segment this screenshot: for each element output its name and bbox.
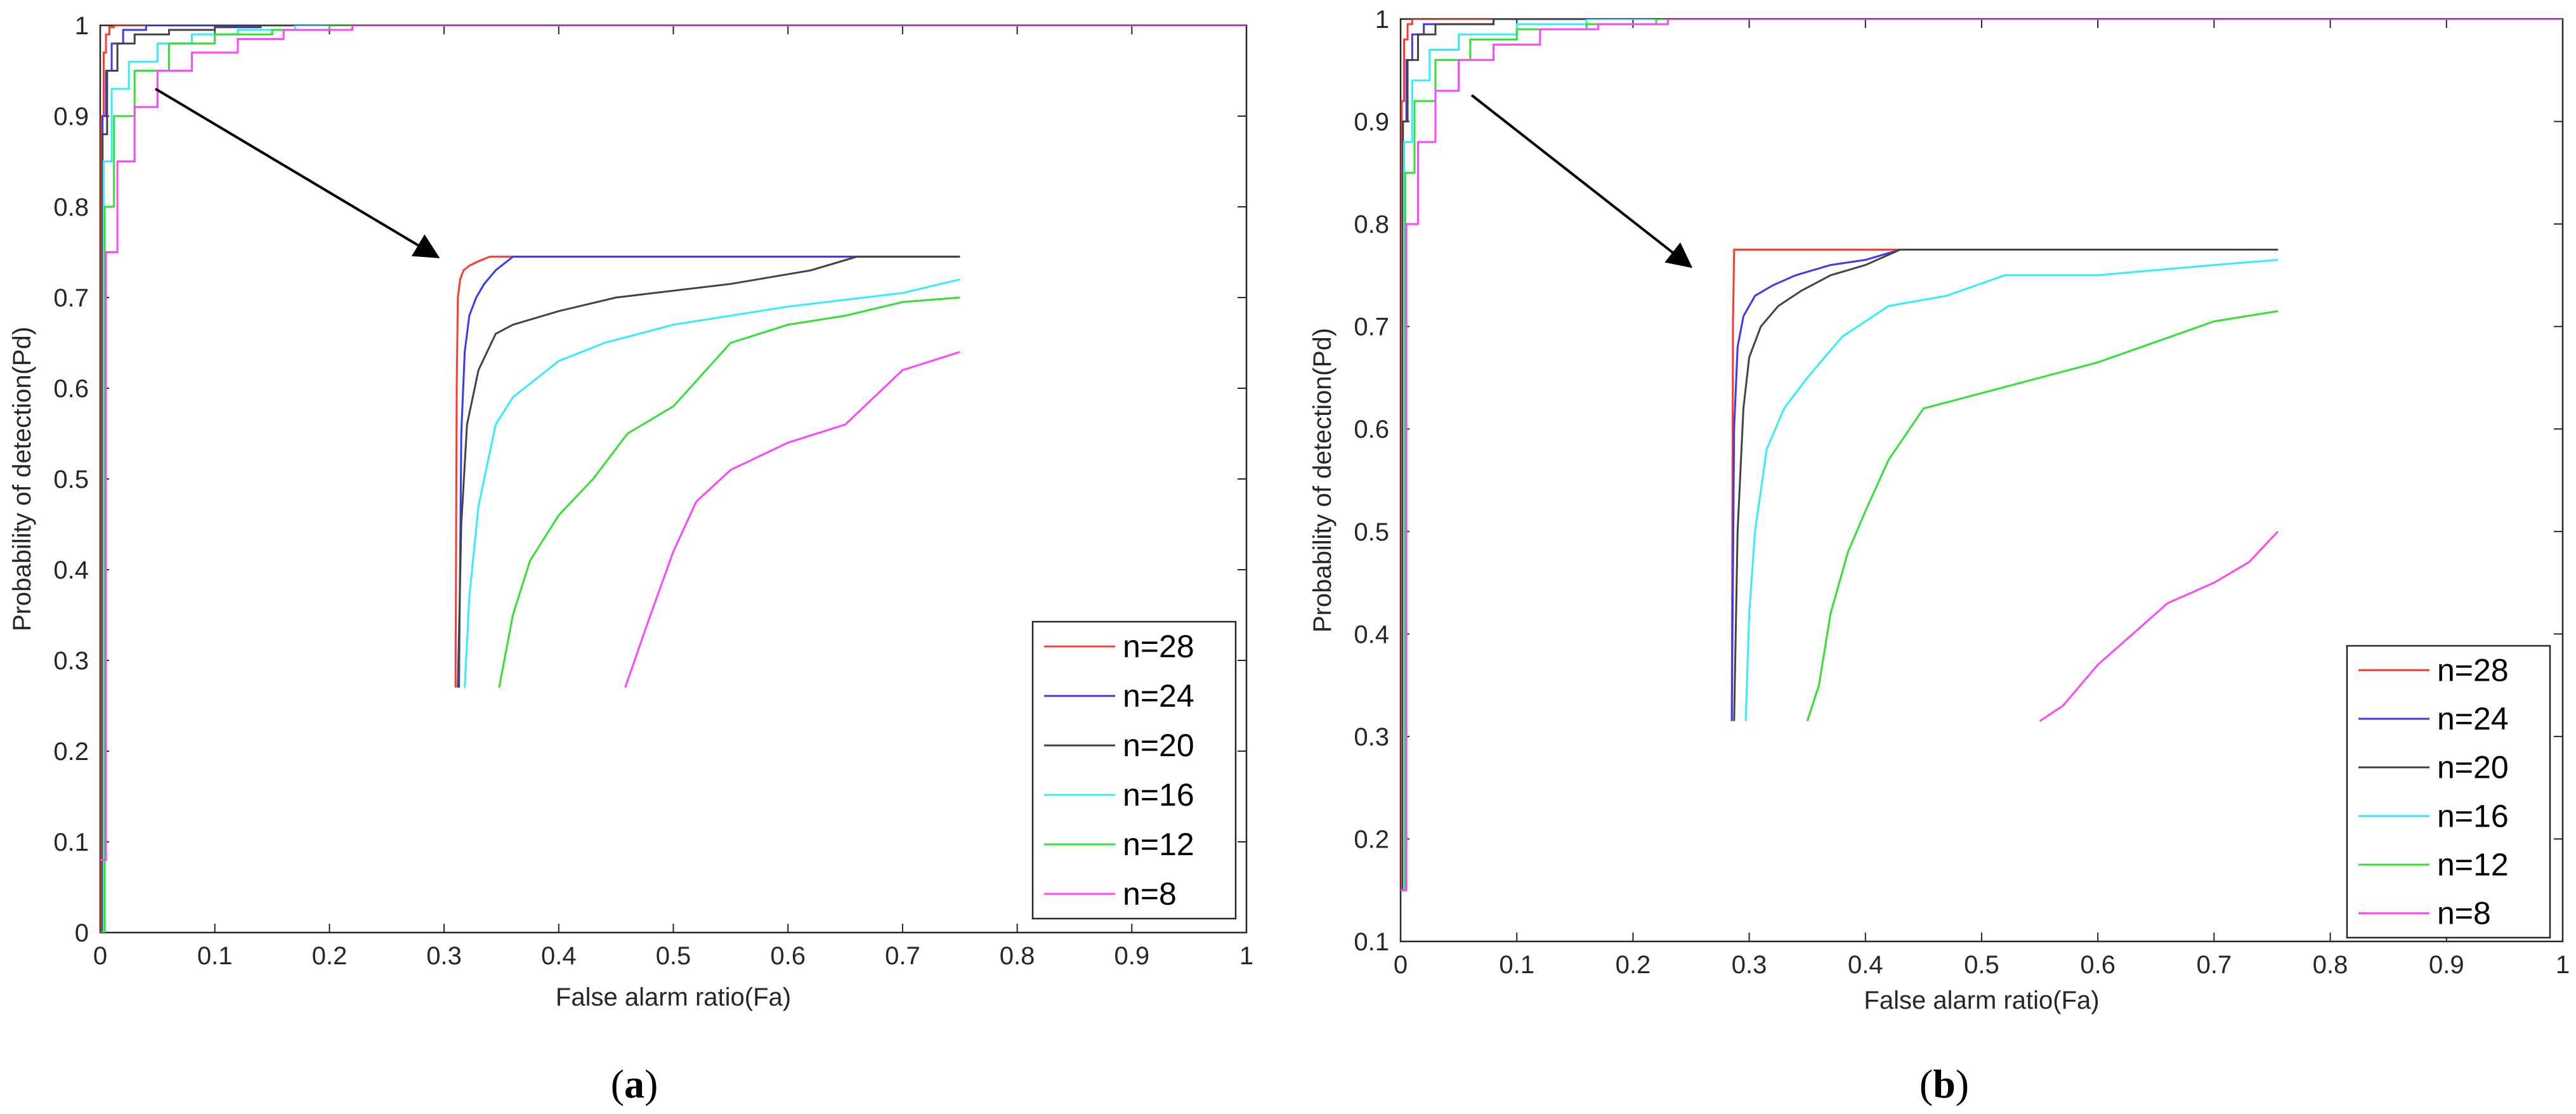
panel-b: 0 0.1 0.2 0.3 0.4 0.5 0.6 0.7 0.8 0.9 10.10.20.30.… <box>1309 6 2570 1106</box>
legend-box <box>1031 620 1237 920</box>
inset-series-group <box>1730 249 2279 722</box>
x-tick-label: 0.7 <box>2197 951 2232 979</box>
inset-series-group <box>454 256 960 688</box>
y-tick-label: 0.3 <box>1354 723 1389 751</box>
legend-label-n-24: n=24 <box>2437 701 2509 737</box>
inset-line-n-16 <box>1744 259 2279 721</box>
x-tick-label: 0.5 <box>656 942 691 970</box>
y-tick-label: 0.8 <box>53 193 89 221</box>
y-tick-label: 0.4 <box>1354 620 1389 648</box>
series-line-n-28 <box>1401 19 2563 891</box>
caption-open-paren: ( <box>611 1061 624 1106</box>
x-tick-label: 0.5 <box>1964 951 1999 979</box>
inset-line-n-12 <box>498 296 960 688</box>
y-tick-label: 0.6 <box>1354 416 1389 443</box>
series-line-n-16 <box>1401 19 2563 891</box>
inset-line-n-8 <box>624 351 960 688</box>
main-series-group <box>100 25 1246 933</box>
y-tick-label: 0.2 <box>53 738 89 766</box>
legend-label-n-16: n=16 <box>2437 798 2509 834</box>
x-tick-label: 0.4 <box>1848 951 1883 979</box>
series-line-n-28 <box>100 25 1246 933</box>
y-tick-label: 0.1 <box>1354 928 1389 956</box>
y-tick-label: 0.8 <box>1354 211 1389 239</box>
legend-label-n-12: n=12 <box>2437 847 2509 882</box>
legend-label-n-20: n=20 <box>2437 750 2509 785</box>
y-tick-label: 0.4 <box>53 556 89 584</box>
series-line-n-8 <box>1401 19 2563 891</box>
x-tick-label: 0 <box>1394 951 1408 979</box>
x-tick-label: 0.8 <box>2313 951 2348 979</box>
legend-label-n-20: n=20 <box>1123 728 1194 763</box>
inset-line-n-20 <box>1733 249 2279 721</box>
main-series-group <box>1401 19 2563 891</box>
caption-letter: a <box>624 1061 644 1106</box>
panel-caption: (a) <box>611 1061 658 1106</box>
x-tick-label: 0.4 <box>541 942 577 970</box>
y-tick-label: 1 <box>1375 6 1389 34</box>
x-tick-label: 0.6 <box>2080 951 2115 979</box>
legend-label-n-28: n=28 <box>1123 629 1194 664</box>
x-tick-label: 0.2 <box>312 942 348 970</box>
y-tick-label: 1 <box>75 12 89 40</box>
x-axis-label: False alarm ratio(Fa) <box>556 983 791 1011</box>
legend-label-n-28: n=28 <box>2437 652 2509 688</box>
legend-box <box>2346 645 2551 939</box>
x-axis-label: False alarm ratio(Fa) <box>1864 986 2099 1014</box>
x-tick-label: 1 <box>1239 942 1253 970</box>
legend-label-n-24: n=24 <box>1123 678 1194 714</box>
inset-line-n-12 <box>1806 310 2279 722</box>
inset-line-n-24 <box>1730 249 2279 721</box>
series-line-n-20 <box>100 25 1246 933</box>
x-tick-label: 0.1 <box>1499 951 1534 979</box>
x-tick-label: 0.9 <box>1114 942 1149 970</box>
x-tick-label: 0.8 <box>1000 942 1035 970</box>
x-tick-label: 0.6 <box>770 942 806 970</box>
y-tick-label: 0.5 <box>1354 518 1389 546</box>
y-axis-label: Probability of detection(Pd) <box>1309 328 1337 632</box>
y-tick-label: 0.7 <box>1354 313 1389 341</box>
inset-line-n-28 <box>454 256 960 688</box>
x-tick-label: 0.7 <box>885 942 920 970</box>
panel-caption: (b) <box>1919 1061 1969 1106</box>
inset-line-n-16 <box>464 278 960 688</box>
y-tick-label: 0.3 <box>53 647 89 675</box>
x-tick-label: 0.3 <box>426 942 462 970</box>
inset-line-n-20 <box>457 256 960 688</box>
y-tick-label: 0.9 <box>53 103 89 131</box>
series-line-n-20 <box>1401 19 2563 891</box>
inset-line-n-8 <box>2039 530 2279 722</box>
caption-letter: b <box>1933 1061 1956 1106</box>
legend-label-n-16: n=16 <box>1123 777 1194 813</box>
series-line-n-8 <box>100 25 1246 862</box>
x-tick-label: 0.1 <box>197 942 233 970</box>
caption-close-paren: ) <box>1956 1061 1969 1106</box>
zoom-arrow <box>1470 94 1693 268</box>
inset-line-n-24 <box>458 256 960 688</box>
y-tick-label: 0.1 <box>53 829 89 856</box>
y-axis-label: Probability of detection(Pd) <box>8 327 36 631</box>
caption-open-paren: ( <box>1919 1061 1933 1106</box>
x-tick-label: 0.2 <box>1616 951 1651 979</box>
series-line-n-16 <box>100 25 1246 933</box>
y-tick-label: 0 <box>75 919 89 947</box>
x-tick-label: 0.9 <box>2429 951 2464 979</box>
legend-label-n-8: n=8 <box>1123 876 1177 912</box>
legend-label-n-8: n=8 <box>2437 896 2491 931</box>
y-tick-label: 0.2 <box>1354 825 1389 853</box>
y-tick-label: 0.7 <box>53 284 89 312</box>
x-tick-label: 1 <box>2556 951 2570 979</box>
x-tick-label: 0.3 <box>1732 951 1767 979</box>
zoom-arrow <box>154 88 440 259</box>
inset-line-n-28 <box>1730 249 2279 721</box>
y-tick-label: 0.5 <box>53 466 89 494</box>
caption-close-paren: ) <box>644 1061 658 1106</box>
y-tick-label: 0.6 <box>53 375 89 403</box>
panel-a: 0 0.1 0.2 0.3 0.4 0.5 0.6 0.7 0.8 0.9 1 0 0.1 0.2 0.3 0… <box>8 12 1253 1106</box>
x-tick-label: 0 <box>93 942 107 970</box>
legend-label-n-12: n=12 <box>1123 827 1194 862</box>
y-tick-label: 0.9 <box>1354 108 1389 136</box>
